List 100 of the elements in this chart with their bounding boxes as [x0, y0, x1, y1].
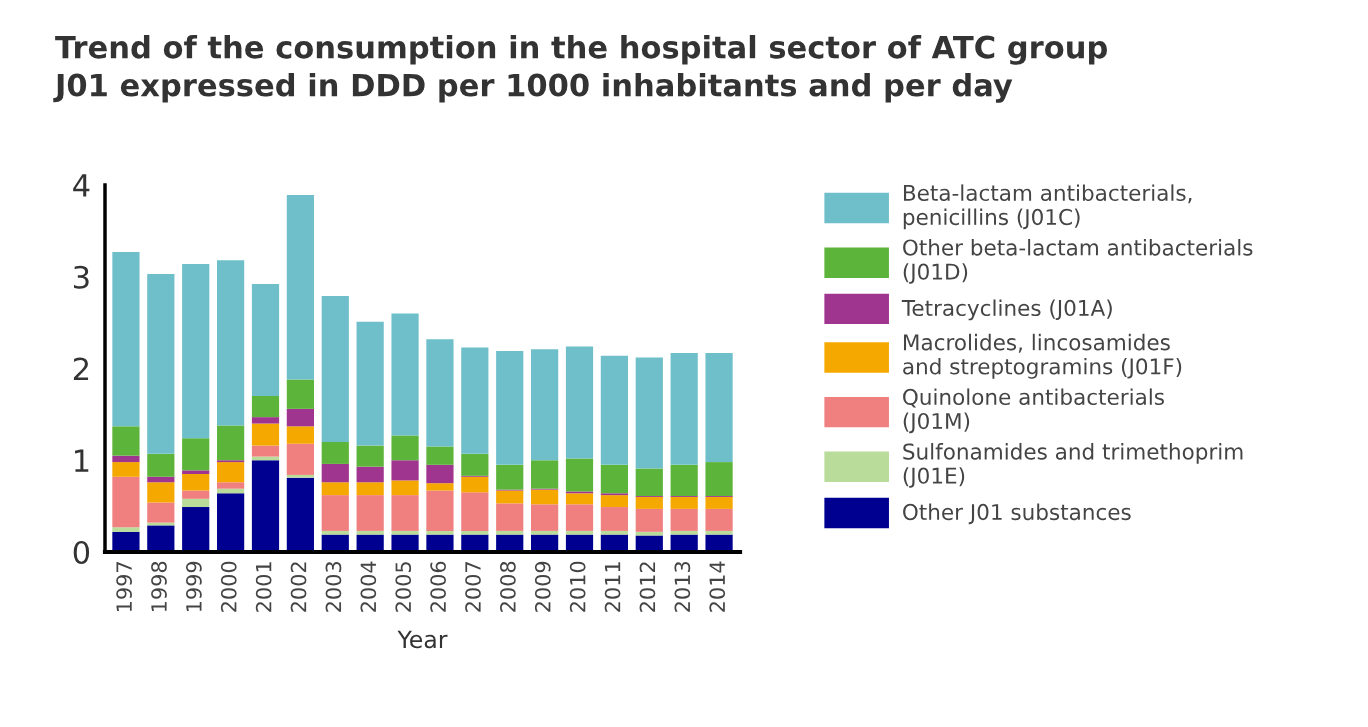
bar	[496, 351, 524, 465]
bar	[670, 496, 698, 509]
y-tick-label: 2	[73, 357, 89, 381]
bar	[705, 352, 733, 463]
bar	[426, 483, 454, 491]
x-tick-label: 2007	[465, 562, 481, 612]
bar	[112, 527, 140, 532]
x-tick-label: 2003	[325, 562, 342, 612]
bar	[635, 357, 663, 469]
bar	[182, 498, 210, 508]
bar	[635, 496, 663, 509]
x-tick-label: 2014	[709, 561, 726, 612]
bar	[426, 530, 454, 535]
bar	[112, 476, 140, 528]
bar	[600, 507, 628, 531]
bar	[670, 352, 698, 465]
bar	[391, 480, 419, 496]
bar	[112, 462, 140, 477]
bar	[321, 482, 349, 496]
bar	[321, 296, 349, 442]
bar	[286, 408, 314, 427]
x-tick-label: 2008	[500, 561, 516, 612]
bar	[147, 525, 175, 552]
x-tick-label: 2009	[534, 561, 551, 612]
x-tick-label: 2013	[674, 562, 691, 612]
bar	[600, 355, 628, 465]
x-axis-title: Year	[397, 630, 448, 649]
bar	[217, 482, 245, 489]
bar	[531, 460, 559, 489]
legend-label: Tetracyclines (J01A)	[901, 299, 1112, 321]
bar	[496, 530, 524, 535]
bar	[286, 443, 314, 475]
bar	[182, 507, 210, 552]
bar	[112, 455, 140, 463]
bar	[496, 503, 524, 531]
bar	[565, 504, 594, 531]
bar	[426, 490, 454, 531]
bar	[391, 460, 419, 481]
x-tick-label: 2001	[255, 562, 272, 612]
x-tick-label: 2000	[220, 561, 237, 612]
x-tick-label: 2010	[569, 561, 586, 612]
bar	[182, 490, 210, 499]
x-tick-label: 2006	[430, 561, 446, 612]
bar	[356, 530, 384, 535]
bar	[670, 464, 698, 497]
bar	[705, 462, 733, 497]
bar	[147, 482, 175, 503]
bar	[565, 346, 594, 459]
bar	[182, 438, 210, 471]
bar	[531, 530, 559, 535]
bar	[321, 530, 349, 535]
bar	[147, 476, 175, 483]
bar	[356, 445, 384, 467]
bar	[217, 462, 245, 483]
bar	[182, 263, 210, 439]
x-tick-label: 2012	[639, 562, 656, 612]
bar	[461, 453, 489, 476]
bar	[251, 423, 280, 446]
bar	[147, 453, 175, 477]
x-tick-label: 1998	[151, 561, 167, 612]
bar	[112, 531, 140, 552]
bar	[670, 508, 698, 531]
bar	[217, 493, 245, 552]
bar	[321, 441, 349, 464]
bar	[426, 464, 454, 484]
bar	[356, 466, 384, 483]
bar	[426, 446, 454, 465]
bar	[426, 339, 454, 447]
legend-label: Other J01 substances	[903, 503, 1131, 525]
bar	[251, 284, 280, 397]
legend-label: Beta-lactam antibacterials, penicillins (J01C)	[903, 184, 1192, 230]
x-tick-label: 2005	[395, 562, 412, 612]
y-tick-label: 1	[75, 449, 89, 472]
bar	[251, 445, 280, 457]
bar	[356, 321, 384, 446]
bar	[565, 530, 594, 535]
x-tick-label: 2011	[604, 562, 621, 612]
bar	[321, 463, 349, 483]
bar	[286, 477, 314, 552]
bar	[705, 530, 733, 535]
bar	[112, 426, 140, 456]
legend-label: Sulfonamides and trimethoprim (J01E)	[903, 443, 1243, 488]
legend-label: Quinolone antibacterials (J01M)	[903, 388, 1164, 434]
bar	[461, 347, 489, 454]
bar	[600, 530, 628, 535]
bar	[670, 530, 698, 535]
bar	[391, 495, 419, 531]
bar	[635, 535, 663, 552]
bar	[531, 349, 559, 461]
bar	[461, 530, 489, 535]
bar	[286, 195, 314, 380]
bar	[461, 476, 489, 493]
bar	[531, 489, 559, 505]
bar	[600, 464, 628, 494]
bar	[391, 313, 419, 436]
legend-label: Other beta-lactam antibacterials (J01D)	[903, 239, 1253, 284]
bar	[565, 458, 594, 492]
bar	[496, 464, 524, 490]
bar	[635, 468, 663, 497]
bar	[217, 425, 245, 461]
